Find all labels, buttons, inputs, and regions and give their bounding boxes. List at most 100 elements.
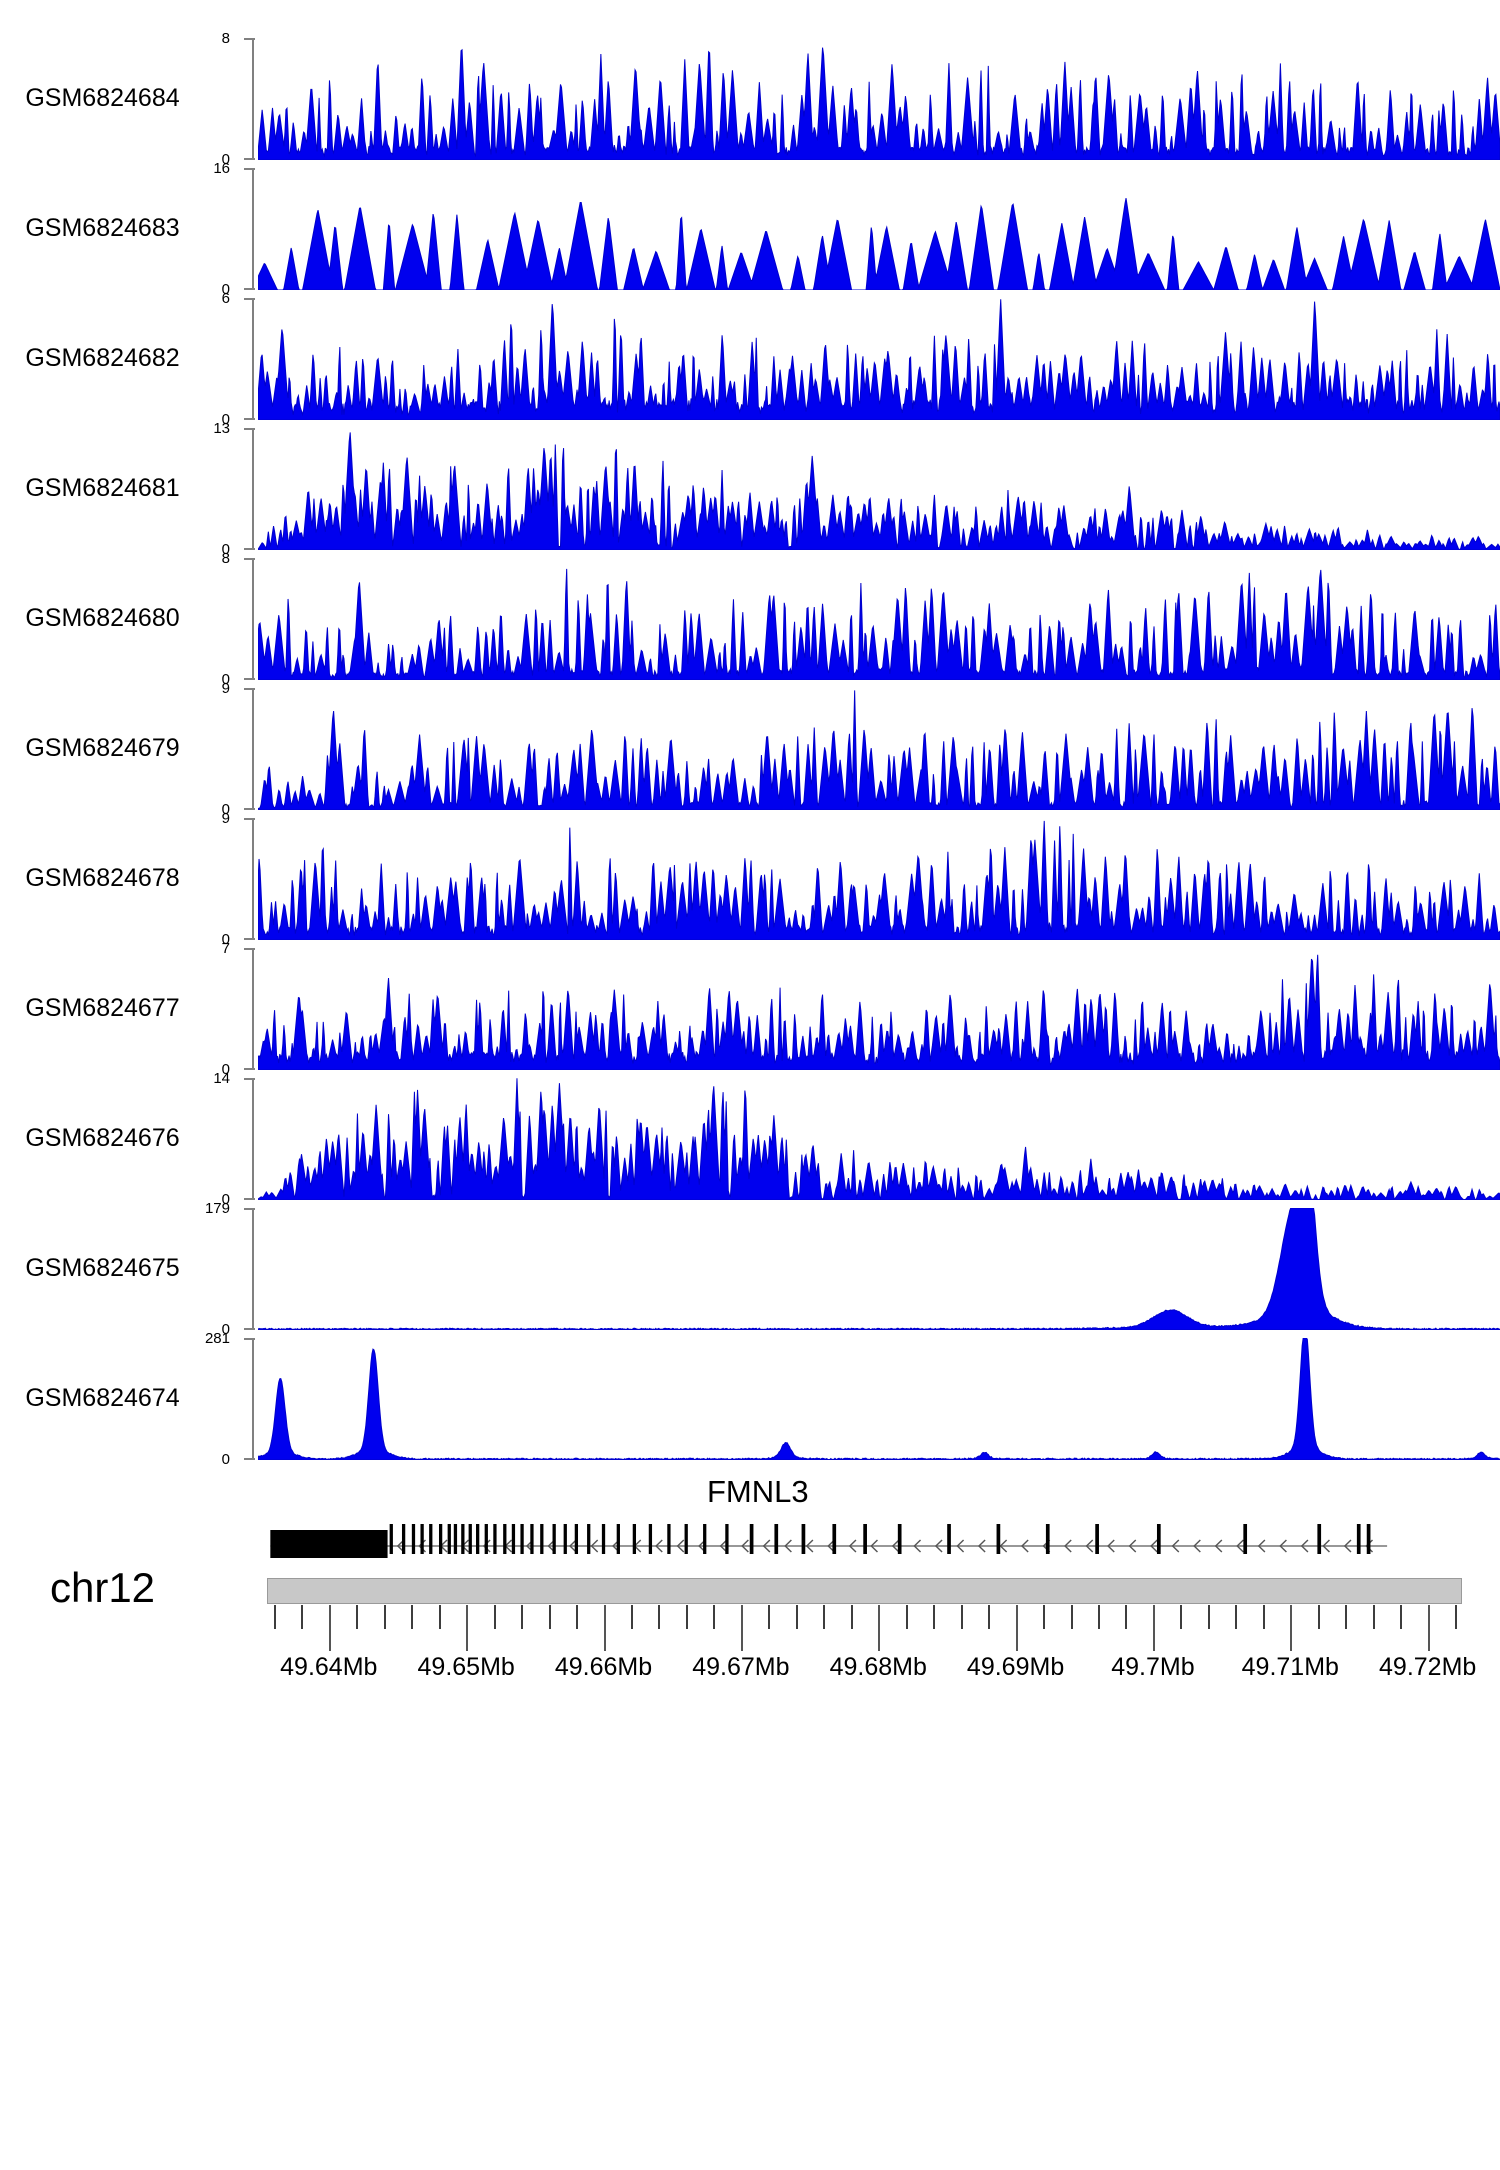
track-y-axis: 16 0 (213, 161, 258, 297)
track-y-axis: 14 0 (213, 1071, 258, 1207)
track-sample-label: GSM6824679 (25, 734, 180, 762)
axis-tick-label: 49.69Mb (966, 1653, 1065, 1681)
y-axis-max-value: 13 (213, 420, 230, 437)
coverage-plot-area[interactable] (258, 1338, 1500, 1460)
y-axis-tick-max (244, 948, 255, 950)
y-axis-line (252, 818, 254, 940)
y-axis-min-value: 0 (221, 671, 230, 688)
y-axis-tick-min (244, 288, 255, 290)
chromosome-label: chr12 (49, 1564, 156, 1611)
axis-minor-tick (713, 1605, 716, 1629)
axis-minor-tick (521, 1605, 524, 1629)
coverage-plot-area[interactable] (258, 558, 1500, 680)
axis-minor-tick (850, 1605, 853, 1629)
axis-minor-tick (548, 1605, 551, 1629)
y-axis-max-value: 179 (204, 1200, 230, 1217)
coverage-track[interactable]: GSM6824678 9 0 (0, 811, 1500, 947)
axis-tick-label: 49.65Mb (417, 1653, 515, 1681)
axis-minor-tick (988, 1605, 991, 1629)
coverage-track[interactable]: GSM6824675 179 0 (0, 1201, 1500, 1337)
coverage-plot-area[interactable] (258, 818, 1500, 940)
track-sample-label: GSM6824684 (25, 84, 180, 112)
y-axis-tick-min (244, 1068, 255, 1070)
axis-minor-tick (301, 1605, 304, 1629)
axis-minor-tick (438, 1605, 441, 1629)
track-sample-label: GSM6824681 (25, 474, 180, 502)
y-axis-tick-min (244, 158, 255, 160)
axis-minor-tick (1207, 1605, 1210, 1629)
y-axis-tick-max (244, 1078, 255, 1080)
coverage-plot-area[interactable] (258, 428, 1500, 550)
axis-minor-tick (768, 1605, 771, 1629)
axis-minor-tick (1043, 1605, 1046, 1629)
y-axis-max-value: 7 (221, 940, 230, 957)
axis-tick-label: 49.67Mb (692, 1653, 790, 1681)
axis-tick-label: 49.7Mb (1111, 1653, 1195, 1681)
track-y-axis: 281 0 (205, 1331, 258, 1467)
y-axis-min-value: 0 (221, 1451, 230, 1468)
axis-minor-tick (356, 1605, 359, 1629)
axis-major-tick (328, 1605, 331, 1651)
axis-minor-tick (493, 1605, 496, 1629)
coverage-plot-area[interactable] (258, 948, 1500, 1070)
y-axis-max-value: 6 (221, 290, 230, 307)
coverage-plot-area[interactable] (258, 38, 1500, 160)
chromosome-ideogram-bar[interactable] (267, 1578, 1462, 1604)
coverage-track[interactable]: GSM6824680 8 0 (0, 551, 1500, 687)
y-axis-line (252, 688, 254, 810)
coverage-plot-area[interactable] (258, 298, 1500, 420)
axis-minor-tick (1180, 1605, 1183, 1629)
track-sample-label: GSM6824683 (25, 214, 180, 242)
y-axis-line (252, 1338, 254, 1460)
coverage-track[interactable]: GSM6824683 16 0 (0, 161, 1500, 297)
axis-major-tick (466, 1605, 469, 1651)
track-sample-label: GSM6824678 (25, 864, 180, 892)
axis-minor-tick (905, 1605, 908, 1629)
coverage-plot-area[interactable] (258, 1078, 1500, 1200)
y-axis-tick-min (244, 1328, 255, 1330)
y-axis-tick-min (244, 1458, 255, 1460)
track-y-axis: 13 0 (213, 421, 258, 557)
coverage-plot-area[interactable] (258, 1208, 1500, 1330)
coverage-track[interactable]: GSM6824684 8 0 (0, 31, 1500, 167)
coverage-track[interactable]: GSM6824682 6 0 (0, 291, 1500, 427)
y-axis-tick-min (244, 938, 255, 940)
y-axis-tick-min (244, 1198, 255, 1200)
gene-annotation-track[interactable]: FMNL3 (0, 1474, 1500, 1570)
coverage-track[interactable]: GSM6824674 281 0 (0, 1331, 1500, 1467)
coverage-track[interactable]: GSM6824676 14 0 (0, 1071, 1500, 1207)
axis-minor-tick (1262, 1605, 1265, 1629)
y-axis-line (252, 428, 254, 550)
axis-minor-tick (1372, 1605, 1375, 1629)
y-axis-min-value: 0 (221, 931, 230, 948)
axis-minor-tick (273, 1605, 276, 1629)
axis-minor-tick (576, 1605, 579, 1629)
coverage-plot-area[interactable] (258, 688, 1500, 810)
axis-minor-tick (685, 1605, 688, 1629)
y-axis-line (252, 1078, 254, 1200)
coverage-track[interactable]: GSM6824679 9 0 (0, 681, 1500, 817)
axis-minor-tick (933, 1605, 936, 1629)
y-axis-min-value: 0 (221, 1191, 230, 1208)
y-axis-min-value: 0 (221, 411, 230, 428)
track-sample-label: GSM6824675 (25, 1254, 180, 1282)
y-axis-line (252, 558, 254, 680)
track-y-axis: 179 0 (205, 1201, 258, 1337)
coverage-track[interactable]: GSM6824681 13 0 (0, 421, 1500, 557)
axis-major-tick (878, 1605, 881, 1651)
coverage-plot-area[interactable] (258, 168, 1500, 290)
y-axis-tick-min (244, 548, 255, 550)
axis-minor-tick (1235, 1605, 1238, 1629)
y-axis-tick-max (244, 168, 255, 170)
y-axis-min-value: 0 (221, 1061, 230, 1078)
track-sample-label: GSM6824677 (25, 994, 180, 1022)
y-axis-min-value: 0 (221, 801, 230, 818)
y-axis-tick-max (244, 818, 255, 820)
axis-tick-label: 49.68Mb (829, 1653, 927, 1681)
coverage-track[interactable]: GSM6824677 7 0 (0, 941, 1500, 1077)
y-axis-tick-max (244, 1208, 255, 1210)
axis-tick-label: 49.66Mb (554, 1653, 653, 1681)
